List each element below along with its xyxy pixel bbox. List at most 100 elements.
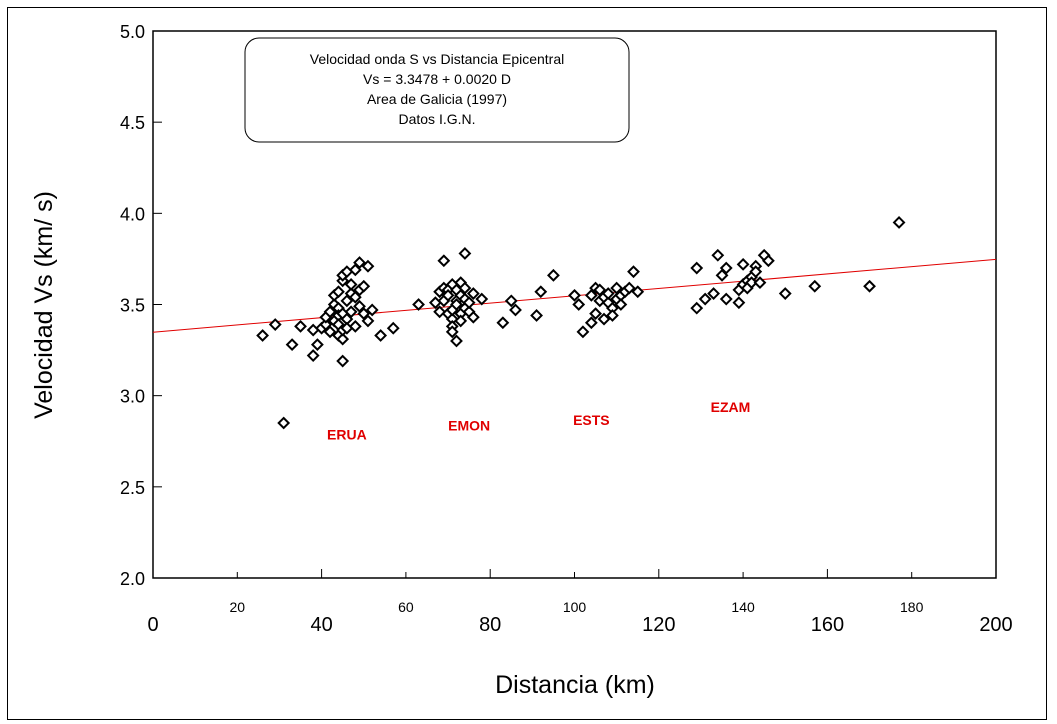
station-label: ESTS bbox=[573, 412, 610, 428]
y-tick-label: 2.0 bbox=[120, 569, 145, 589]
data-point bbox=[450, 334, 463, 348]
data-point bbox=[348, 263, 362, 277]
y-tick-label: 5.0 bbox=[120, 22, 145, 42]
data-point bbox=[277, 416, 291, 430]
x-minor-tick-label: 180 bbox=[900, 599, 924, 615]
data-point bbox=[348, 319, 362, 333]
data-point bbox=[627, 265, 640, 279]
data-point bbox=[504, 294, 518, 308]
x-minor-tick-label: 100 bbox=[563, 599, 587, 615]
data-point bbox=[707, 287, 721, 300]
data-point bbox=[437, 254, 451, 268]
x-minor-tick-label: 140 bbox=[731, 599, 755, 615]
data-point bbox=[892, 216, 906, 229]
data-point bbox=[361, 259, 375, 273]
data-point bbox=[778, 287, 792, 300]
data-point bbox=[285, 338, 299, 352]
data-point bbox=[361, 314, 375, 328]
data-point bbox=[496, 316, 510, 330]
data-point bbox=[433, 305, 447, 319]
data-point bbox=[719, 292, 733, 306]
data-point bbox=[593, 283, 607, 297]
data-point bbox=[584, 288, 598, 302]
y-tick-label: 4.0 bbox=[120, 204, 145, 224]
x-tick-label: 0 bbox=[147, 614, 158, 636]
data-point bbox=[294, 319, 307, 333]
data-point bbox=[736, 257, 750, 271]
x-tick-label: 160 bbox=[811, 614, 844, 636]
x-minor-tick-label: 20 bbox=[230, 599, 246, 615]
data-point bbox=[462, 296, 476, 310]
data-point bbox=[509, 303, 522, 317]
data-point bbox=[445, 325, 459, 339]
title-line-4: Datos I.G.N. bbox=[398, 111, 475, 127]
data-point bbox=[348, 290, 362, 304]
station-label: ERUA bbox=[327, 426, 367, 442]
data-point bbox=[863, 279, 876, 293]
data-point bbox=[357, 279, 371, 293]
data-point bbox=[711, 248, 725, 262]
data-point bbox=[441, 288, 455, 302]
data-point bbox=[386, 321, 400, 335]
station-labels: ERUA EMON ESTS EZAM bbox=[327, 399, 750, 442]
data-point bbox=[353, 299, 366, 313]
data-point bbox=[336, 332, 350, 346]
x-tick-label: 80 bbox=[479, 614, 501, 636]
data-point bbox=[715, 268, 729, 282]
data-point bbox=[534, 285, 548, 299]
data-point bbox=[466, 310, 480, 324]
data-point bbox=[256, 329, 270, 342]
data-point bbox=[454, 314, 468, 328]
title-line-3: Area de Galicia (1997) bbox=[367, 91, 507, 107]
data-points bbox=[256, 216, 906, 430]
data-point bbox=[310, 338, 324, 352]
data-point bbox=[458, 247, 472, 260]
data-point bbox=[323, 305, 337, 319]
data-point bbox=[719, 261, 733, 275]
title-box: Velocidad onda S vs Distancia Epicentral… bbox=[244, 37, 630, 143]
data-point bbox=[732, 296, 746, 310]
x-tick-label: 200 bbox=[979, 614, 1012, 636]
data-point bbox=[475, 292, 489, 306]
title-line-2: Vs = 3.3478 + 0.0020 D bbox=[363, 71, 511, 87]
y-tick-label: 3.5 bbox=[120, 296, 145, 316]
data-point bbox=[749, 265, 763, 279]
x-axis-title: Distancia (km) bbox=[495, 671, 655, 699]
data-point bbox=[344, 278, 358, 291]
data-point bbox=[614, 298, 628, 311]
station-label: EMON bbox=[448, 417, 490, 433]
title-line-1: Velocidad onda S vs Distancia Epicentral bbox=[310, 51, 564, 67]
data-point bbox=[319, 318, 333, 331]
y-tick-label: 3.0 bbox=[120, 387, 145, 407]
data-point bbox=[745, 276, 758, 290]
y-tick-label: 4.5 bbox=[120, 113, 145, 133]
data-point bbox=[690, 261, 704, 275]
data-point bbox=[597, 312, 611, 326]
x-tick-label: 40 bbox=[310, 614, 332, 636]
data-point bbox=[698, 292, 712, 306]
data-point bbox=[353, 256, 366, 269]
data-point bbox=[622, 281, 636, 295]
station-label: EZAM bbox=[711, 399, 751, 415]
data-point bbox=[601, 287, 615, 300]
y-tick-label: 2.5 bbox=[120, 478, 145, 498]
data-point bbox=[268, 318, 282, 331]
data-point bbox=[458, 281, 472, 295]
data-point bbox=[589, 307, 602, 321]
data-point bbox=[365, 303, 379, 317]
data-point bbox=[761, 254, 775, 268]
axis-ticks: 2.0 2.5 3.0 3.5 4.0 4.5 5.0 0 40 80 120 160 200 20 60 1… bbox=[120, 22, 1013, 636]
data-point bbox=[631, 285, 645, 299]
data-point bbox=[374, 329, 388, 342]
data-point bbox=[584, 316, 598, 330]
data-point bbox=[808, 279, 822, 293]
data-point bbox=[450, 298, 463, 311]
data-point bbox=[606, 309, 619, 322]
data-point bbox=[568, 288, 581, 302]
y-axis-title: Velocidad Vs (km/ s) bbox=[30, 191, 58, 419]
data-point bbox=[344, 305, 358, 319]
data-point bbox=[306, 349, 320, 362]
data-point bbox=[323, 325, 337, 339]
x-minor-tick-label: 60 bbox=[398, 599, 414, 615]
